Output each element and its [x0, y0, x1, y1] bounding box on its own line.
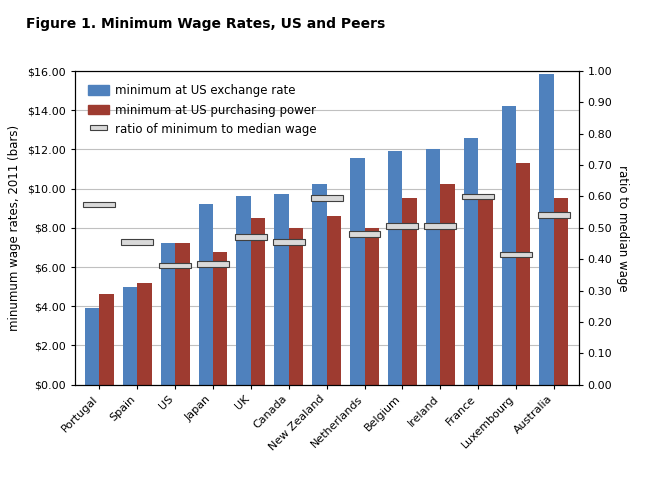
- Bar: [274, 194, 289, 385]
- FancyBboxPatch shape: [197, 261, 229, 267]
- Y-axis label: minumum wage rates, 2011 (bars): minumum wage rates, 2011 (bars): [8, 125, 21, 331]
- Bar: [478, 196, 493, 385]
- Bar: [123, 287, 137, 385]
- Bar: [161, 243, 175, 385]
- Bar: [388, 151, 402, 385]
- FancyBboxPatch shape: [348, 231, 380, 237]
- Bar: [402, 198, 417, 385]
- Text: Figure 1. Minimum Wage Rates, US and Peers: Figure 1. Minimum Wage Rates, US and Pee…: [26, 17, 385, 31]
- Bar: [175, 243, 190, 385]
- Bar: [502, 106, 516, 385]
- Bar: [350, 158, 365, 385]
- FancyBboxPatch shape: [538, 213, 570, 218]
- Bar: [326, 216, 341, 385]
- FancyBboxPatch shape: [159, 263, 191, 269]
- Bar: [289, 228, 303, 385]
- FancyBboxPatch shape: [424, 223, 456, 229]
- Bar: [554, 198, 568, 385]
- Y-axis label: ratio to median wage: ratio to median wage: [616, 165, 629, 291]
- Bar: [365, 228, 379, 385]
- FancyBboxPatch shape: [83, 201, 115, 207]
- Bar: [312, 184, 326, 385]
- Bar: [516, 163, 530, 385]
- Bar: [199, 204, 213, 385]
- Bar: [237, 196, 251, 385]
- Legend: minimum at US exchange rate, minimum at US purchasing power, ratio of minimum to: minimum at US exchange rate, minimum at …: [81, 77, 324, 143]
- Bar: [426, 149, 440, 385]
- Bar: [251, 218, 265, 385]
- FancyBboxPatch shape: [235, 234, 266, 240]
- Bar: [99, 294, 114, 385]
- Bar: [213, 252, 228, 385]
- FancyBboxPatch shape: [122, 239, 153, 245]
- Bar: [137, 283, 151, 385]
- FancyBboxPatch shape: [273, 239, 305, 245]
- Bar: [540, 74, 554, 385]
- FancyBboxPatch shape: [311, 195, 343, 201]
- Bar: [463, 138, 478, 385]
- FancyBboxPatch shape: [462, 194, 494, 199]
- Bar: [440, 184, 454, 385]
- Bar: [85, 308, 99, 385]
- FancyBboxPatch shape: [387, 223, 419, 229]
- FancyBboxPatch shape: [500, 252, 532, 257]
